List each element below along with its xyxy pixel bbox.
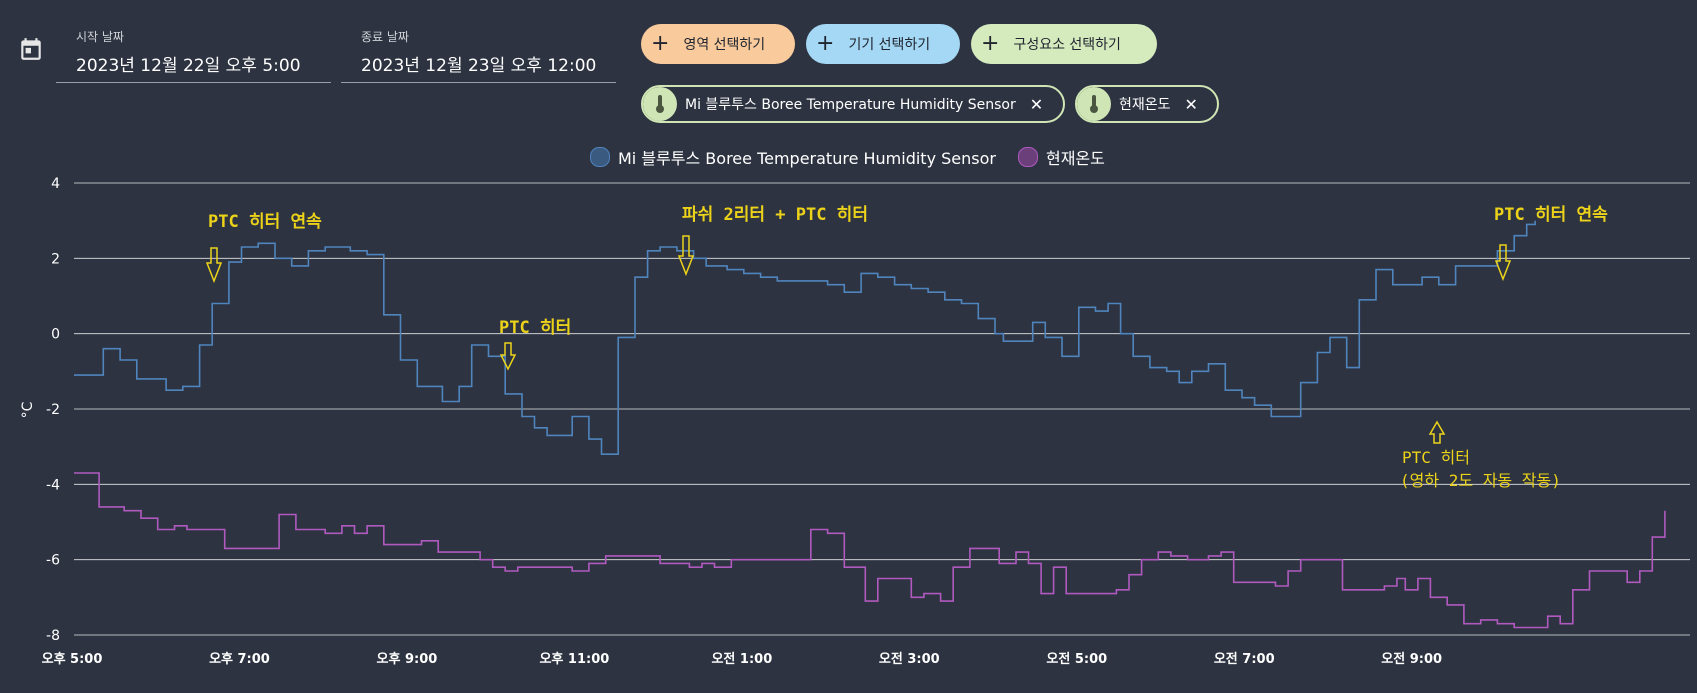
select-area-label: 영역 선택하기	[683, 37, 766, 53]
down-arrow-icon	[677, 235, 695, 277]
x-tick-label: 오후 5:00	[42, 651, 103, 667]
start-date-field[interactable]: 시작 날짜 2023년 12월 22일 오후 5:00	[56, 22, 331, 83]
y-tick-label: 0	[51, 327, 60, 343]
annotation-label: PTC 히터 연속	[1494, 205, 1608, 225]
y-tick-label: 4	[51, 176, 60, 192]
y-tick-label: -4	[46, 477, 60, 493]
y-tick-label: 2	[51, 251, 60, 267]
y-tick-label: -8	[46, 628, 60, 644]
thermometer-icon	[1077, 87, 1111, 121]
start-date-value[interactable]: 2023년 12월 22일 오후 5:00	[76, 56, 301, 76]
entity-chip-current-temp: 현재온도 ✕	[1075, 85, 1219, 123]
entity-chip-sensor: Mi 블루투스 Boree Temperature Humidity Senso…	[641, 85, 1065, 123]
end-date-field[interactable]: 종료 날짜 2023년 12월 23일 오후 12:00	[341, 22, 616, 83]
series-line-current-temp[interactable]	[74, 472, 1666, 629]
end-date-label: 종료 날짜	[361, 30, 409, 44]
toolbar: 시작 날짜 2023년 12월 22일 오후 5:00 종료 날짜 2023년 …	[0, 0, 1697, 150]
x-tick-label: 오후 11:00	[539, 651, 609, 667]
down-arrow-icon	[499, 342, 517, 371]
legend-label: Mi 블루투스 Boree Temperature Humidity Senso…	[618, 149, 996, 168]
plus-icon: +	[651, 31, 670, 56]
x-tick-label: 오후 7:00	[209, 651, 270, 667]
chart-legend: Mi 블루투스 Boree Temperature Humidity Senso…	[590, 145, 1127, 169]
annotation-label: PTC 히터 연속	[208, 212, 322, 232]
plus-icon: +	[816, 31, 835, 56]
x-tick-label: 오전 9:00	[1381, 651, 1442, 667]
select-device-button[interactable]: + 기기 선택하기	[806, 24, 960, 64]
legend-item-sensor[interactable]: Mi 블루투스 Boree Temperature Humidity Senso…	[590, 145, 996, 169]
annotation-label: PTC 히터	[1402, 448, 1470, 467]
plus-icon: +	[981, 31, 1000, 56]
thermometer-icon	[643, 87, 677, 121]
annotation-label: PTC 히터	[499, 318, 571, 338]
select-area-button[interactable]: + 영역 선택하기	[641, 24, 795, 64]
x-tick-label: 오전 7:00	[1214, 651, 1275, 667]
legend-label: 현재온도	[1045, 149, 1105, 168]
select-device-label: 기기 선택하기	[848, 37, 931, 53]
y-tick-label: -6	[46, 553, 60, 569]
close-icon[interactable]: ✕	[1029, 94, 1044, 114]
series-line-sensor[interactable]	[74, 220, 1536, 455]
legend-swatch	[590, 147, 610, 167]
close-icon[interactable]: ✕	[1184, 94, 1198, 114]
y-axis-label: °C	[20, 401, 36, 418]
up-arrow-icon	[1428, 420, 1446, 444]
x-tick-label: 오후 9:00	[377, 651, 438, 667]
x-tick-label: 오전 5:00	[1046, 651, 1107, 667]
x-tick-label: 오전 3:00	[879, 651, 940, 667]
select-component-button[interactable]: + 구성요소 선택하기	[971, 24, 1157, 64]
chip-label: Mi 블루투스 Boree Temperature Humidity Senso…	[685, 97, 1016, 113]
x-tick-label: 오전 1:00	[711, 651, 772, 667]
legend-swatch	[1017, 147, 1038, 167]
annotation-label: (영하 2도 자동 작동)	[1400, 471, 1561, 490]
annotation-label: 파쉬 2리터 + PTC 히터	[682, 205, 868, 225]
start-date-label: 시작 날짜	[76, 30, 124, 44]
y-tick-label: -2	[46, 402, 60, 418]
calendar-icon[interactable]	[18, 36, 44, 62]
legend-item-current-temp[interactable]: 현재온도	[1017, 145, 1105, 169]
down-arrow-icon	[205, 247, 223, 284]
end-date-value[interactable]: 2023년 12월 23일 오후 12:00	[361, 56, 597, 76]
down-arrow-icon	[1494, 244, 1512, 282]
chip-label: 현재온도	[1119, 97, 1171, 113]
select-component-label: 구성요소 선택하기	[1013, 37, 1121, 53]
